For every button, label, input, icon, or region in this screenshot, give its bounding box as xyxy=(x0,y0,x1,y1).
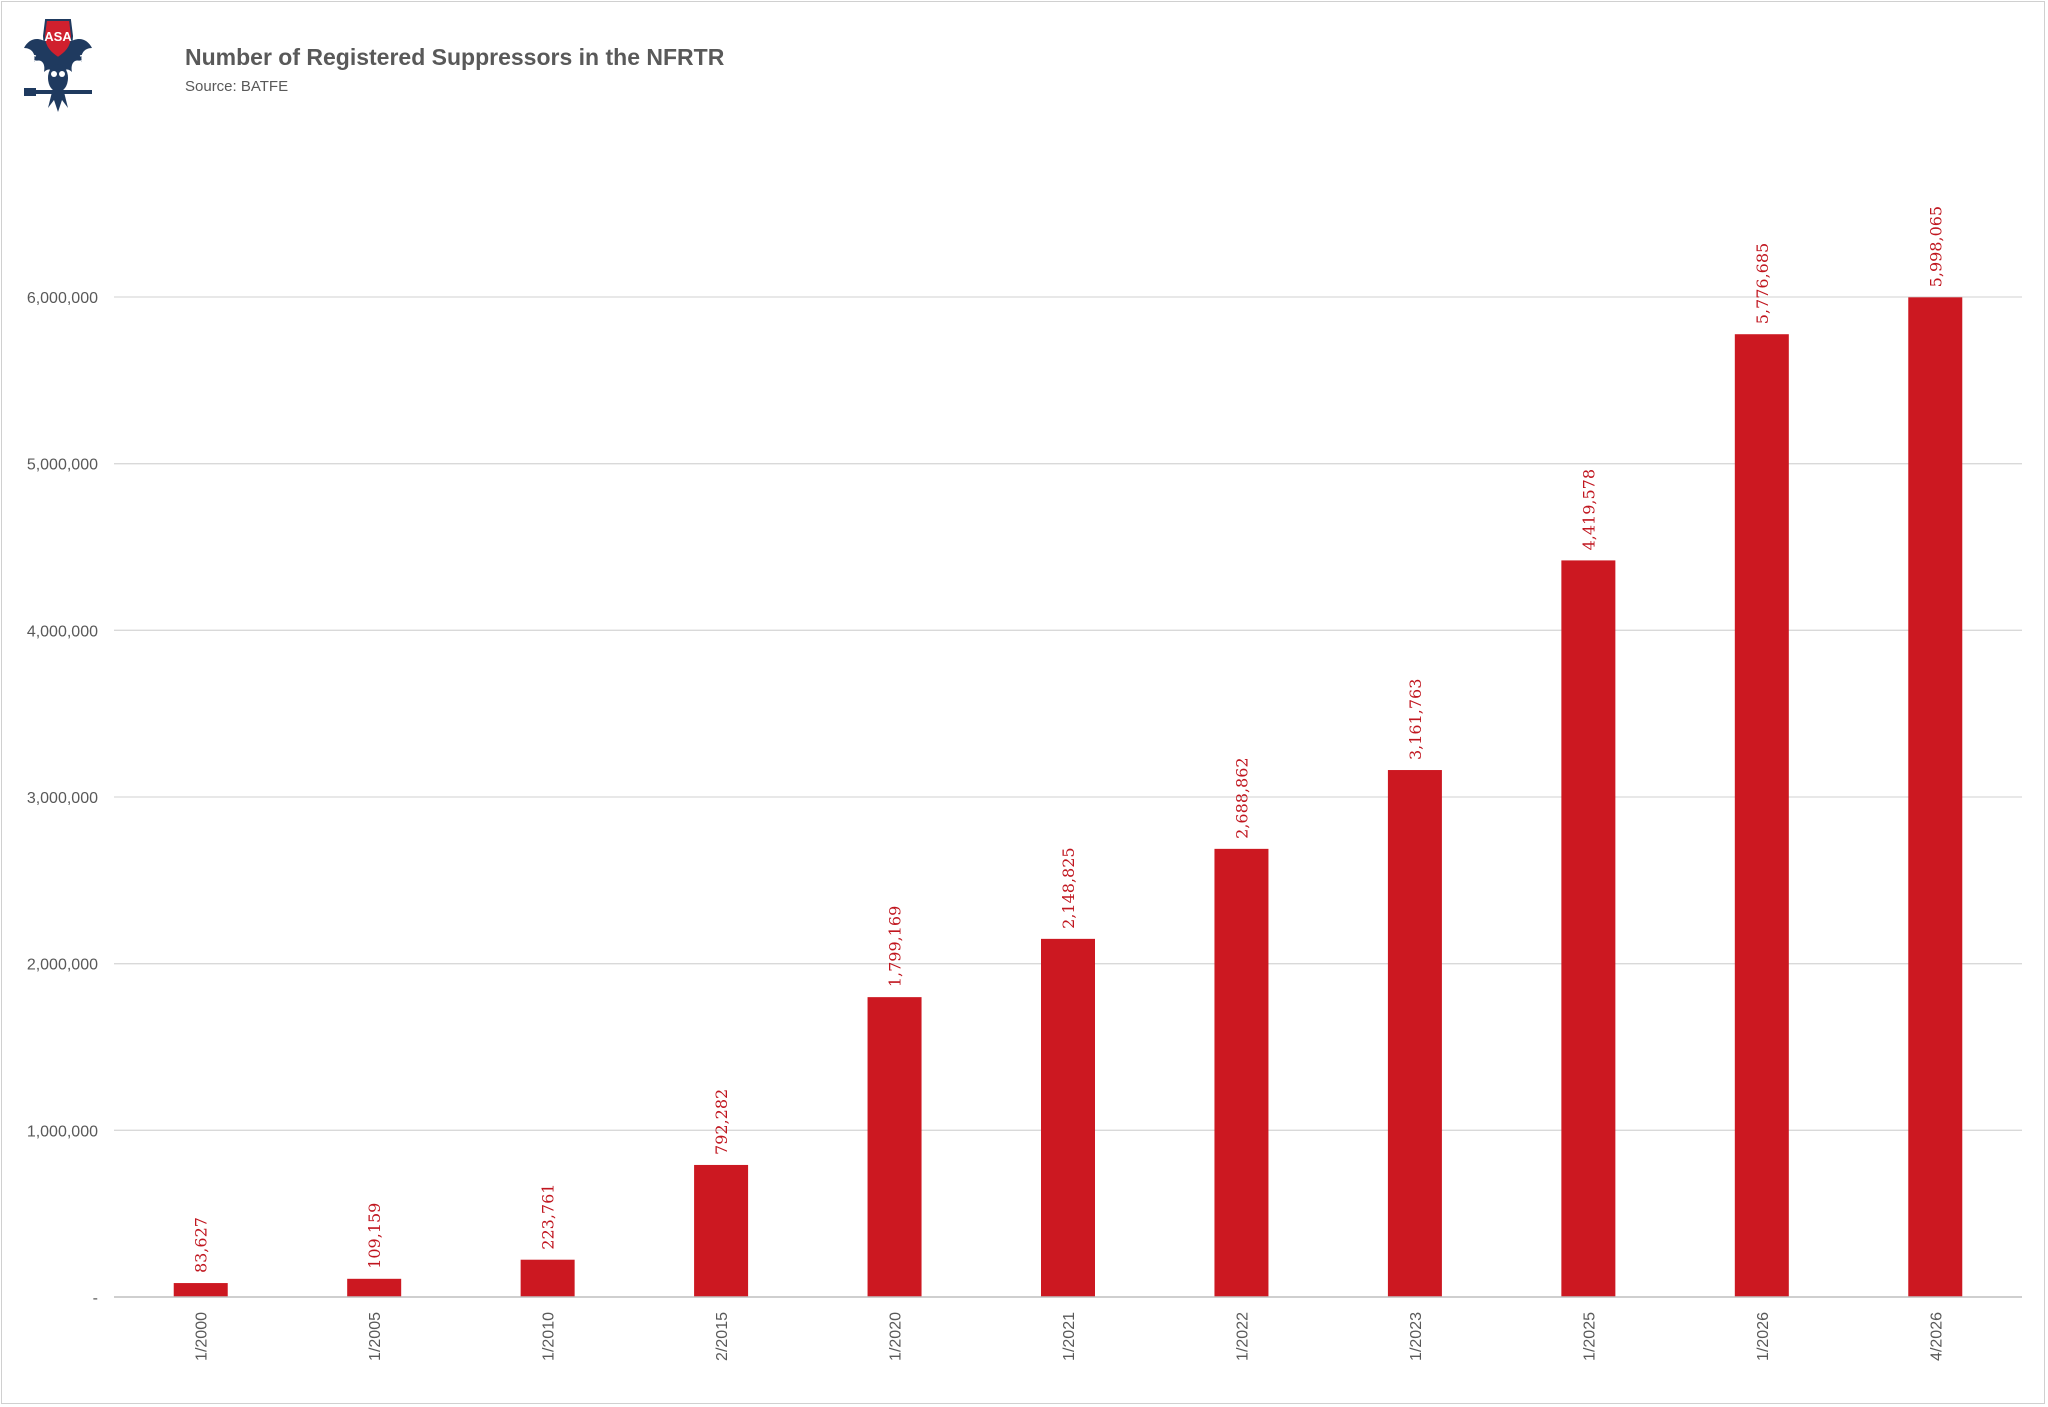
data-labels: 83,627 109,159 223,761 792,282 1,799,169 2,14… xyxy=(192,206,1946,1273)
data-label: 2,148,825 xyxy=(1059,847,1078,928)
x-tick-label: 2/2015 xyxy=(714,1312,731,1361)
bar xyxy=(1908,297,1963,1297)
bar xyxy=(1214,848,1269,1297)
x-tick-label: 1/2022 xyxy=(1234,1312,1251,1361)
x-tick-label: 4/2026 xyxy=(1928,1312,1945,1361)
x-tick-label: 1/2010 xyxy=(541,1312,558,1361)
x-tick-label: 1/2026 xyxy=(1755,1312,1772,1361)
eagle-logo-icon: ASA xyxy=(24,19,92,112)
bar xyxy=(173,1283,228,1297)
data-label: 1,799,169 xyxy=(886,906,905,987)
chart-title: Number of Registered Suppressors in the … xyxy=(185,44,725,70)
data-label: 83,627 xyxy=(192,1217,211,1273)
y-tick-label: 6,000,000 xyxy=(27,290,98,307)
y-tick-label: 5,000,000 xyxy=(27,457,98,474)
bar xyxy=(867,997,922,1297)
data-label: 109,159 xyxy=(365,1203,384,1269)
bars xyxy=(173,297,1963,1297)
data-label: 2,688,862 xyxy=(1232,757,1251,838)
data-label: 792,282 xyxy=(712,1089,731,1155)
bar xyxy=(1734,334,1789,1297)
y-axis: - 1,000,000 2,000,000 3,000,000 4,000,000 5,0… xyxy=(27,290,98,1307)
x-tick-label: 1/2000 xyxy=(194,1312,211,1361)
data-label: 4,419,578 xyxy=(1579,469,1598,550)
x-tick-label: 1/2021 xyxy=(1061,1312,1078,1361)
bar xyxy=(694,1164,749,1297)
data-label: 3,161,763 xyxy=(1406,679,1425,760)
x-axis: 1/2000 1/2005 1/2010 2/2015 1/2020 1/2021 1/20… xyxy=(114,1296,2022,1361)
logo-text: ASA xyxy=(44,29,72,44)
data-label: 5,776,685 xyxy=(1753,243,1772,324)
x-tick-label: 1/2025 xyxy=(1581,1312,1598,1361)
y-tick-label: - xyxy=(93,1290,98,1307)
bar xyxy=(347,1278,402,1297)
y-tick-label: 4,000,000 xyxy=(27,623,98,640)
data-label: 223,761 xyxy=(539,1184,558,1250)
y-tick-label: 2,000,000 xyxy=(27,957,98,974)
x-tick-label: 1/2023 xyxy=(1408,1312,1425,1361)
bar xyxy=(1387,770,1442,1297)
data-label: 5,998,065 xyxy=(1926,206,1945,287)
bar xyxy=(1041,938,1095,1297)
bar xyxy=(1561,560,1616,1297)
y-tick-label: 3,000,000 xyxy=(27,790,98,807)
bar xyxy=(520,1259,575,1297)
x-tick-label: 1/2020 xyxy=(888,1312,905,1361)
chart-subtitle: Source: BATFE xyxy=(185,78,289,95)
y-tick-label: 1,000,000 xyxy=(27,1123,98,1140)
x-tick-label: 1/2005 xyxy=(367,1312,384,1361)
